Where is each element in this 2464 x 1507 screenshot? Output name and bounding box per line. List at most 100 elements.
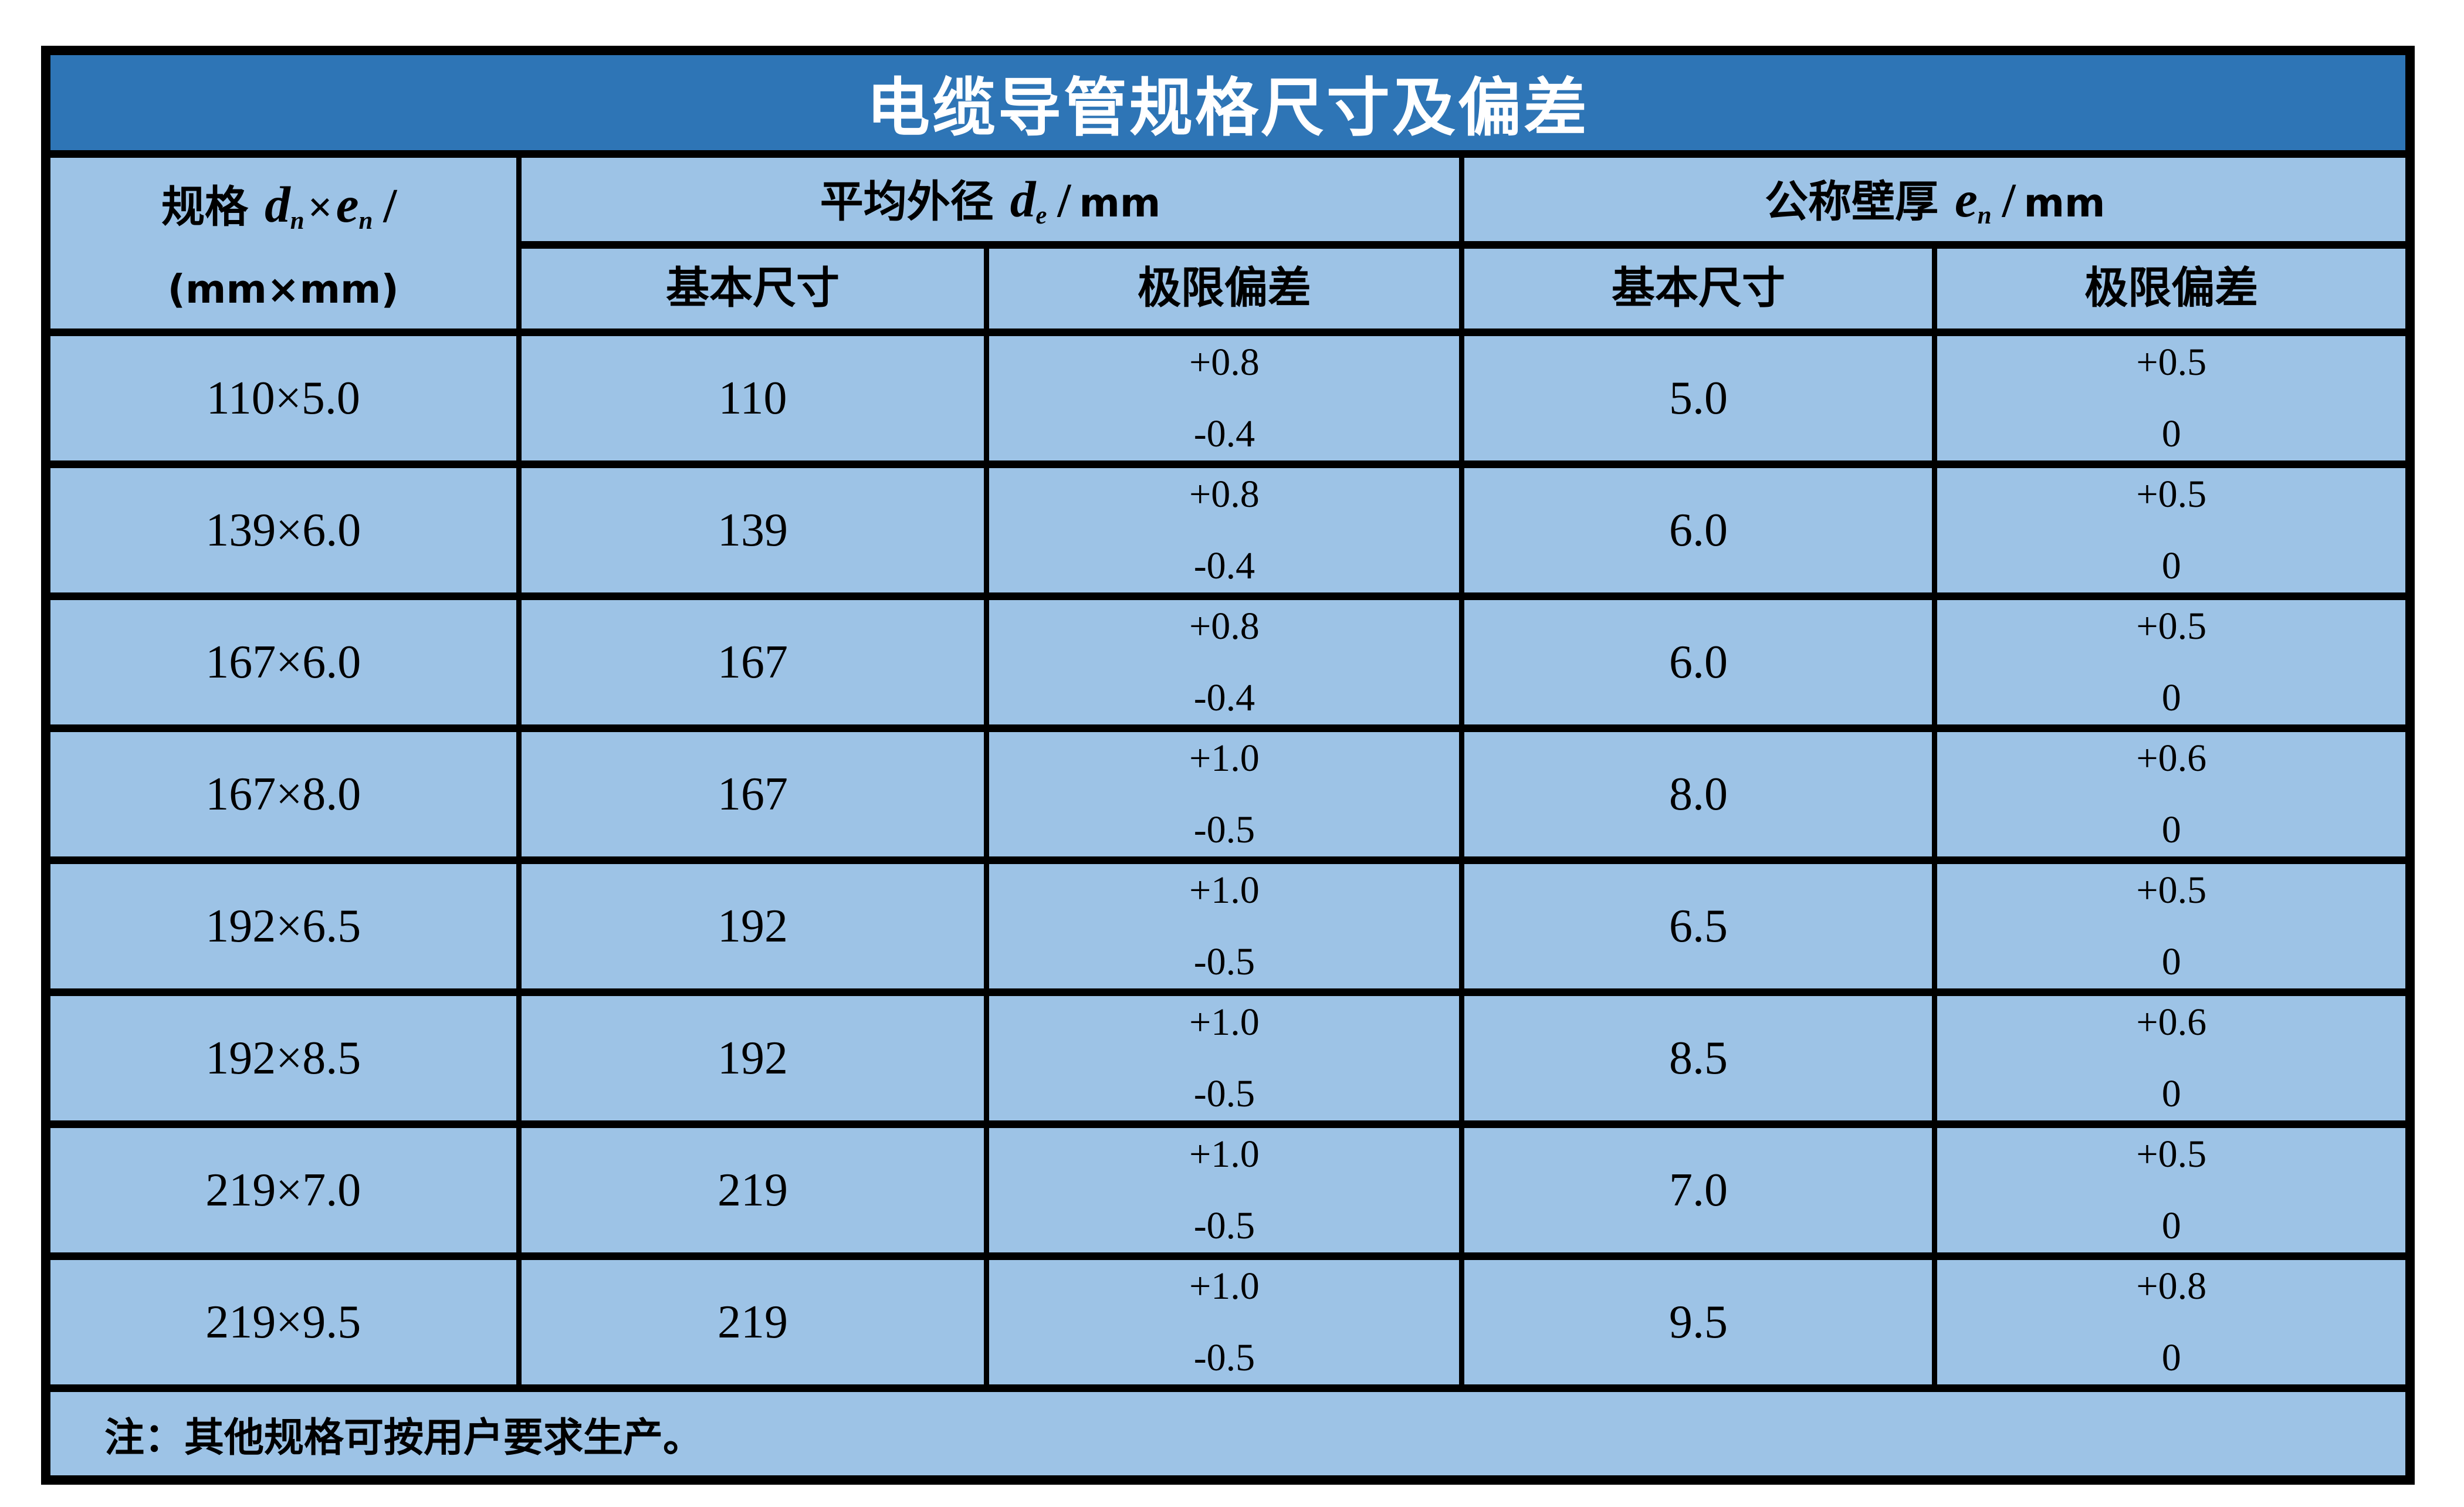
- od-basic-cell: 192: [516, 988, 990, 1128]
- wall-basic-cell: 5.0: [1459, 329, 1938, 468]
- od-tolerance-cell: +0.8 -0.4: [984, 460, 1465, 600]
- slash: /: [2002, 173, 2016, 228]
- table-row: 110×5.0 110 +0.8 -0.4 5.0 +0.5 0: [43, 329, 2413, 468]
- header-od-limit-deviation: 极限偏差: [984, 241, 1465, 336]
- wall-tolerance-cell: +0.6 0: [1932, 724, 2413, 864]
- outer-diameter-formula: de: [1010, 171, 1047, 229]
- tolerance-lower: 0: [2161, 940, 2181, 983]
- wall-basic-cell: 7.0: [1459, 1120, 1938, 1260]
- symbol-d: d: [1010, 171, 1036, 228]
- od-tolerance-cell: +0.8 -0.4: [984, 329, 1465, 468]
- spec-cell: 192×8.5: [43, 988, 522, 1128]
- spec-table: 电缆导管规格尺寸及偏差 规格 dn×en / (mm×mm) 平均外径 de / mm 公…: [41, 46, 2415, 1485]
- unit-mm: mm: [1079, 180, 1161, 226]
- table-row: 167×8.0 167 +1.0 -0.5 8.0 +0.6 0: [43, 724, 2413, 864]
- spec-formula: dn×en: [265, 176, 373, 235]
- spec-cell: 192×6.5: [43, 856, 522, 996]
- tolerance-upper: +0.8: [1189, 473, 1260, 516]
- spec-cell: 110×5.0: [43, 329, 522, 468]
- table-row: 167×6.0 167 +0.8 -0.4 6.0 +0.5 0: [43, 592, 2413, 732]
- symbol-e: e: [1955, 171, 1978, 228]
- symbol-d: d: [265, 176, 290, 233]
- wall-basic-cell: 6.0: [1459, 460, 1938, 600]
- times-sign: ×: [307, 184, 333, 232]
- tolerance-lower: 0: [2161, 808, 2181, 851]
- spec-cell: 219×9.5: [43, 1252, 522, 1392]
- tolerance-upper: +0.5: [2136, 605, 2207, 648]
- wall-basic-cell: 8.5: [1459, 988, 1938, 1128]
- tolerance-upper: +0.5: [2136, 341, 2207, 384]
- tolerance-lower: -0.5: [1193, 940, 1255, 983]
- wall-basic-cell: 9.5: [1459, 1252, 1938, 1392]
- spec-cell: 167×8.0: [43, 724, 522, 864]
- tolerance-lower: 0: [2161, 1204, 2181, 1247]
- tolerance-lower: 0: [2161, 412, 2181, 455]
- wall-tolerance-cell: +0.5 0: [1932, 329, 2413, 468]
- table-row: 139×6.0 139 +0.8 -0.4 6.0 +0.5 0: [43, 460, 2413, 600]
- wall-tolerance-cell: +0.5 0: [1932, 856, 2413, 996]
- spec-cell: 167×6.0: [43, 592, 522, 732]
- header-spec: 规格 dn×en / (mm×mm): [43, 150, 522, 336]
- header-wall-limit-deviation: 极限偏差: [1932, 241, 2413, 336]
- note-row: 注：其他规格可按用户要求生产。: [43, 1384, 2413, 1484]
- tolerance-lower: -0.4: [1193, 412, 1255, 455]
- symbol-e-subscript: n: [358, 207, 373, 235]
- slash: /: [1057, 173, 1071, 228]
- tolerance-upper: +0.5: [2136, 869, 2207, 912]
- table-row: 219×9.5 219 +1.0 -0.5 9.5 +0.8 0: [43, 1252, 2413, 1392]
- tolerance-lower: 0: [2161, 1072, 2181, 1115]
- header-spec-line1: 规格 dn×en /: [51, 172, 513, 237]
- header-wall-thickness: 公称壁厚 en / mm: [1459, 150, 2413, 249]
- note-cell: 注：其他规格可按用户要求生产。: [43, 1384, 2413, 1484]
- symbol-d-subscript: n: [290, 207, 304, 235]
- tolerance-lower: -0.4: [1193, 676, 1255, 719]
- title-row: 电缆导管规格尺寸及偏差: [43, 46, 2413, 158]
- wall-tolerance-cell: +0.5 0: [1932, 1120, 2413, 1260]
- table-row: 219×7.0 219 +1.0 -0.5 7.0 +0.5 0: [43, 1120, 2413, 1260]
- wall-tolerance-cell: +0.8 0: [1932, 1252, 2413, 1392]
- page-title: 电缆导管规格尺寸及偏差: [43, 46, 2413, 158]
- tolerance-upper: +0.8: [1189, 605, 1260, 648]
- tolerance-upper: +0.6: [2136, 737, 2207, 780]
- tolerance-upper: +1.0: [1189, 1001, 1260, 1044]
- wall-basic-cell: 8.0: [1459, 724, 1938, 864]
- tolerance-upper: +0.8: [1189, 341, 1260, 384]
- od-tolerance-cell: +1.0 -0.5: [984, 1252, 1465, 1392]
- symbol-e: e: [336, 176, 359, 233]
- wall-thickness-formula: en: [1955, 171, 1992, 230]
- tolerance-upper: +1.0: [1189, 1133, 1260, 1176]
- wall-tolerance-cell: +0.6 0: [1932, 988, 2413, 1128]
- tolerance-lower: -0.5: [1193, 808, 1255, 851]
- spec-label: 规格: [161, 184, 249, 232]
- note-text: 注：其他规格可按用户要求生产。: [104, 1415, 703, 1460]
- wall-basic-cell: 6.5: [1459, 856, 1938, 996]
- tolerance-upper: +1.0: [1189, 1265, 1260, 1308]
- od-basic-cell: 192: [516, 856, 990, 996]
- od-basic-cell: 219: [516, 1120, 990, 1260]
- wall-thickness-label: 公称壁厚: [1765, 178, 1938, 227]
- tolerance-lower: -0.5: [1193, 1072, 1255, 1115]
- wall-tolerance-cell: +0.5 0: [1932, 460, 2413, 600]
- od-basic-cell: 110: [516, 329, 990, 468]
- table-row: 192×8.5 192 +1.0 -0.5 8.5 +0.6 0: [43, 988, 2413, 1128]
- tolerance-upper: +0.5: [2136, 1133, 2207, 1176]
- header-row-1: 规格 dn×en / (mm×mm) 平均外径 de / mm 公称壁厚 en / mm: [43, 150, 2413, 336]
- table-row: 192×6.5 192 +1.0 -0.5 6.5 +0.5 0: [43, 856, 2413, 996]
- symbol-e-subscript: n: [1977, 202, 1992, 230]
- wall-basic-cell: 6.0: [1459, 592, 1938, 732]
- outer-diameter-label: 平均外径: [820, 178, 994, 227]
- od-tolerance-cell: +1.0 -0.5: [984, 724, 1465, 864]
- header-outer-diameter: 平均外径 de / mm: [516, 150, 1465, 249]
- od-basic-cell: 219: [516, 1252, 990, 1392]
- unit-mm: mm: [2023, 180, 2106, 226]
- tolerance-lower: 0: [2161, 1336, 2181, 1379]
- tolerance-lower: -0.4: [1193, 544, 1255, 587]
- od-tolerance-cell: +1.0 -0.5: [984, 988, 1465, 1128]
- tolerance-lower: -0.5: [1193, 1336, 1255, 1379]
- tolerance-upper: +0.6: [2136, 1001, 2207, 1044]
- tolerance-upper: +1.0: [1189, 869, 1260, 912]
- od-tolerance-cell: +0.8 -0.4: [984, 592, 1465, 732]
- wall-tolerance-cell: +0.5 0: [1932, 592, 2413, 732]
- header-spec-unit: (mm×mm): [167, 266, 399, 312]
